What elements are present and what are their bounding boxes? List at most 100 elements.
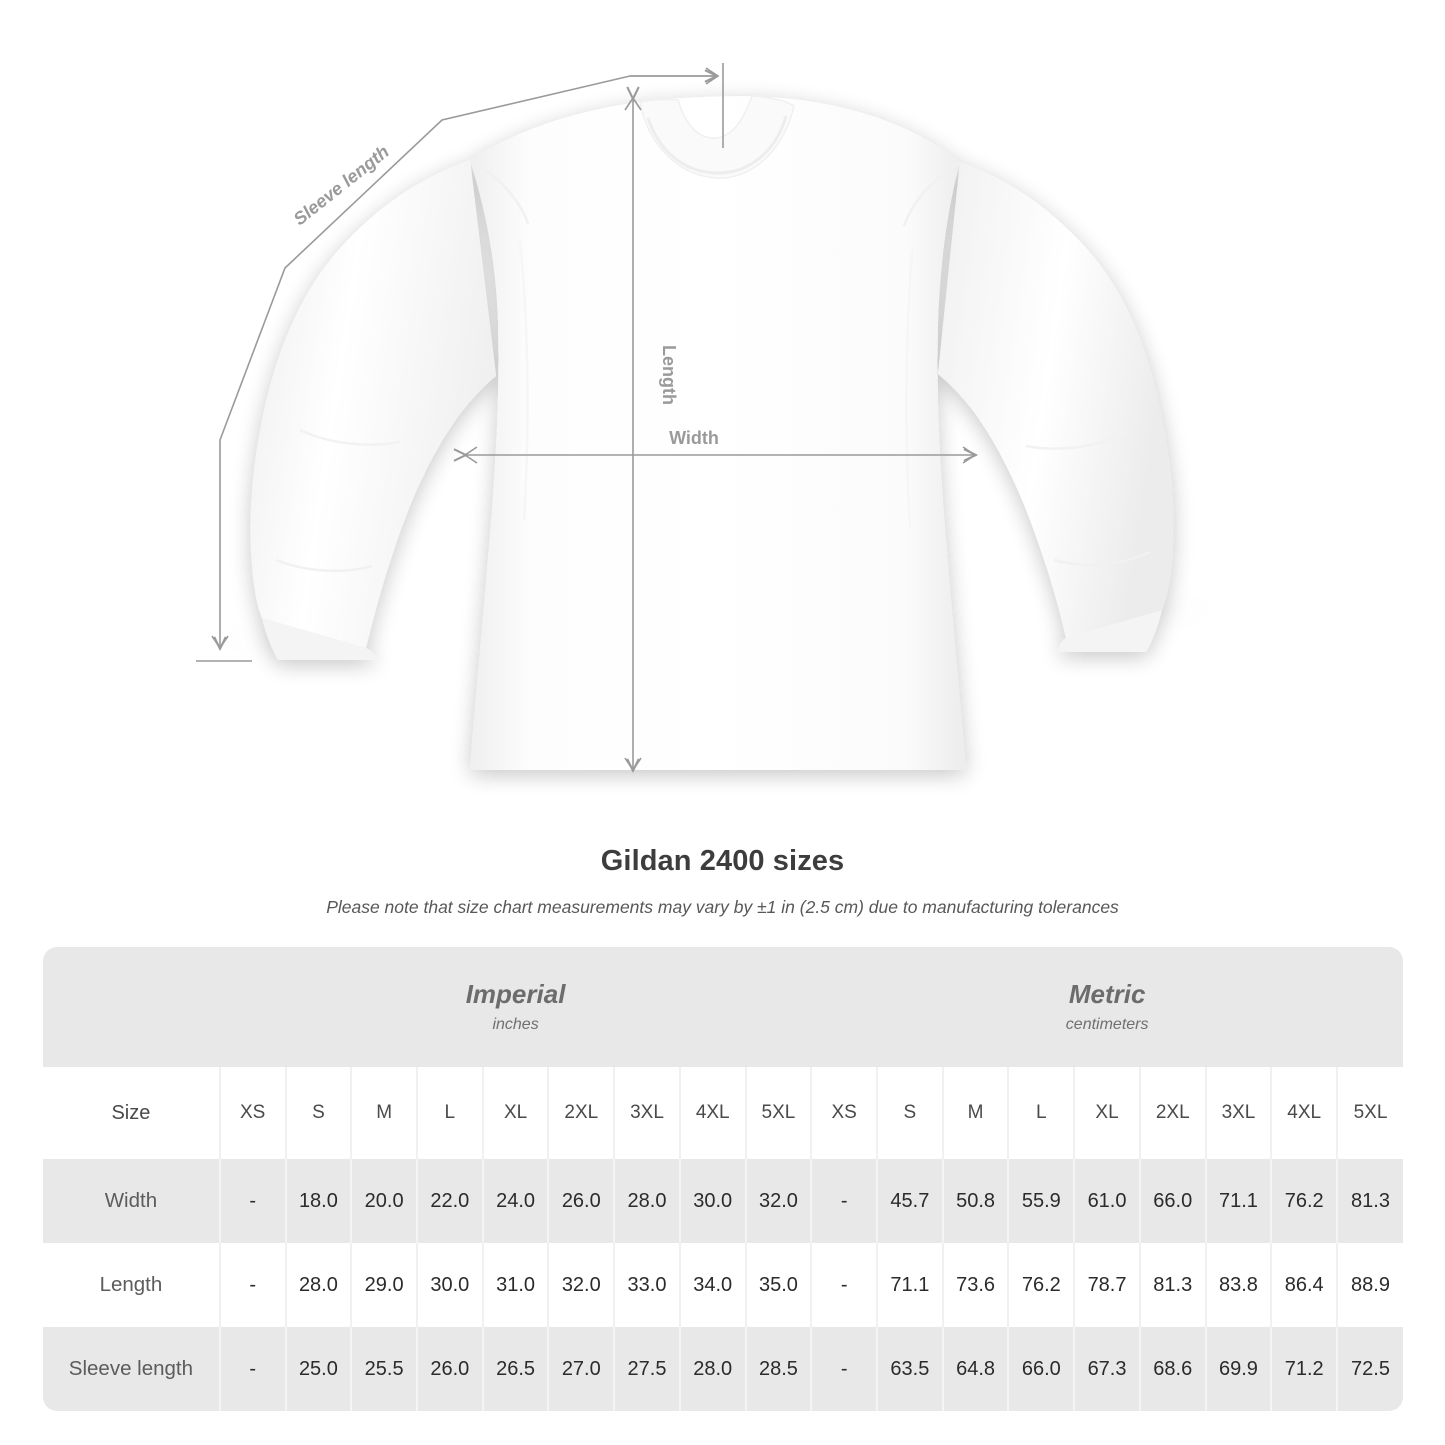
cell: 88.9 [1337,1243,1403,1327]
cell: 28.5 [745,1327,813,1411]
header-imperial-m: M [351,1067,418,1159]
row-label-sleeve-length: Sleeve length [43,1327,221,1411]
collar [639,95,795,179]
cell: 76.2 [1008,1243,1076,1327]
cell: 81.3 [1337,1159,1403,1243]
cell: 83.8 [1205,1243,1273,1327]
sleeve-end-arrow [211,635,229,650]
cell: 18.0 [285,1159,353,1243]
cell: 30.0 [679,1159,747,1243]
header-imperial-xl: XL [482,1067,550,1159]
page-title: Gildan 2400 sizes [600,845,845,877]
unit-imperial-sub: inches [492,1016,539,1034]
width-left-arrow [463,446,478,464]
cell: 34.0 [679,1243,747,1327]
cell: 66.0 [1139,1159,1207,1243]
cell: 33.0 [614,1243,681,1327]
cell: 63.5 [877,1327,944,1411]
cell: 28.0 [614,1159,681,1243]
header-imperial-4xl: 4XL [679,1067,747,1159]
label-width: Width [669,428,719,448]
sleeve-top-arrow [705,67,720,85]
unit-metric-sub: centimeters [1065,1016,1149,1034]
header-imperial-3xl: 3XL [614,1067,681,1159]
cell: 69.9 [1205,1327,1273,1411]
header-imperial-5xl: 5XL [745,1067,813,1159]
garment-diagram: Sleeve length Length Width [196,63,1230,786]
header-imperial-l: L [416,1067,484,1159]
size-table-container: Imperial inches Metric centimeters Size … [43,947,1403,1411]
unit-imperial-name: Imperial [465,978,566,1009]
cell: 71.2 [1271,1327,1339,1411]
cell: 72.5 [1337,1327,1403,1411]
cell: - [811,1327,879,1411]
left-cuff [262,618,376,660]
cell: 50.8 [942,1159,1010,1243]
cell: 25.5 [351,1327,418,1411]
row-label-length: Length [43,1243,221,1327]
header-metric-4xl: 4XL [1271,1067,1339,1159]
cell: 26.0 [416,1327,484,1411]
table-row: Length - 28.0 29.0 30.0 31.0 32.0 33.0 3… [43,1243,1403,1327]
label-length: Length [659,345,679,405]
cell: 30.0 [416,1243,484,1327]
unit-cell-metric: Metric centimeters [811,947,1403,1067]
unit-blank-left [43,947,220,1067]
cell: - [219,1327,287,1411]
header-metric-l: L [1008,1067,1076,1159]
cell: 26.0 [548,1159,616,1243]
cell: 28.0 [679,1327,747,1411]
size-table: Imperial inches Metric centimeters Size … [43,947,1403,1411]
unit-cell-imperial: Imperial inches [219,947,812,1067]
cell: 73.6 [942,1243,1010,1327]
unit-metric-name: Metric [1068,978,1146,1009]
header-imperial-xs: XS [219,1067,287,1159]
cell: 71.1 [1205,1159,1273,1243]
title-block: Gildan 2400 sizes Please note that size … [0,845,1445,918]
cell: - [219,1159,287,1243]
table-row: Sleeve length - 25.0 25.5 26.0 26.5 27.0… [43,1327,1403,1411]
cell: 86.4 [1271,1243,1339,1327]
width-right-arrow [962,446,977,464]
header-metric-3xl: 3XL [1205,1067,1273,1159]
header-metric-5xl: 5XL [1337,1067,1403,1159]
tolerance-note: Please note that size chart measurements… [326,897,1119,917]
header-size-label: Size [43,1067,221,1159]
cell: 66.0 [1008,1327,1076,1411]
cell: 25.0 [285,1327,353,1411]
measurement-lines [196,63,975,770]
cell: 31.0 [482,1243,550,1327]
length-up-arrow [624,96,642,111]
cell: - [811,1243,879,1327]
header-metric-xl: XL [1074,1067,1141,1159]
cell: 24.0 [482,1159,550,1243]
cell: 45.7 [877,1159,944,1243]
length-down-arrow [624,757,642,772]
right-sleeve [938,162,1174,638]
arrowheads [211,67,977,772]
cell: 71.1 [877,1243,944,1327]
row-label-width: Width [43,1159,221,1243]
header-imperial-s: S [285,1067,353,1159]
header-metric-s: S [877,1067,944,1159]
header-metric-xs: XS [811,1067,879,1159]
cell: 76.2 [1271,1159,1339,1243]
size-header-row: Size XS S M L XL 2XL 3XL 4XL 5XL XS S M … [43,1067,1403,1159]
cell: - [811,1159,879,1243]
cell: 78.7 [1074,1243,1141,1327]
cell: 22.0 [416,1159,484,1243]
shirt-body [470,96,966,771]
right-cuff [1058,610,1162,652]
table-row: Width - 18.0 20.0 22.0 24.0 26.0 28.0 30… [43,1159,1403,1243]
unit-banner-row: Imperial inches Metric centimeters [43,947,1403,1067]
tshirt-illustration [250,95,1174,771]
left-sleeve [250,160,496,648]
cell: 64.8 [942,1327,1010,1411]
cell: 67.3 [1074,1327,1141,1411]
header-metric-m: M [942,1067,1010,1159]
cell: 20.0 [351,1159,418,1243]
cell: 26.5 [482,1327,550,1411]
cell: 61.0 [1074,1159,1141,1243]
cell: - [219,1243,287,1327]
